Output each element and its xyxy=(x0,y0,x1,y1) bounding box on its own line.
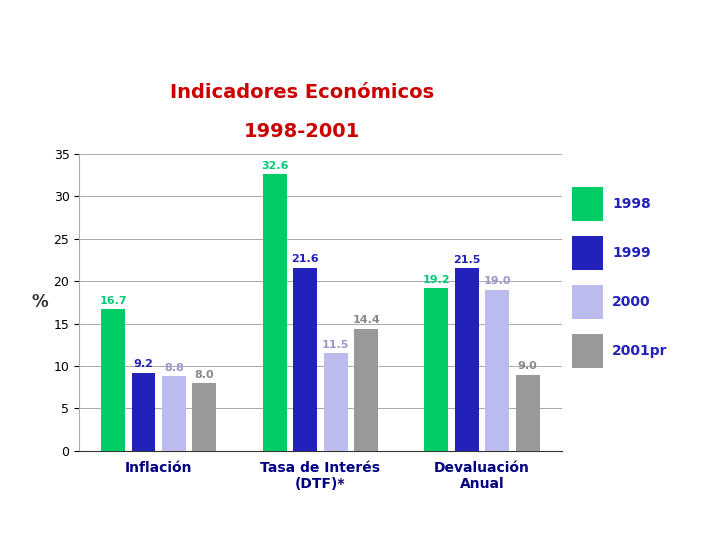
Text: 8.0: 8.0 xyxy=(194,369,215,380)
Bar xyxy=(424,288,449,451)
Text: 19.0: 19.0 xyxy=(484,276,511,286)
Bar xyxy=(162,376,186,451)
Bar xyxy=(263,174,287,451)
Bar xyxy=(324,353,348,451)
Text: 14.4: 14.4 xyxy=(352,315,380,325)
Y-axis label: %: % xyxy=(32,293,48,312)
Bar xyxy=(572,235,603,270)
Bar xyxy=(293,268,317,451)
Text: 11.5: 11.5 xyxy=(322,340,349,350)
Text: 1998: 1998 xyxy=(612,197,651,211)
Text: 21.5: 21.5 xyxy=(453,255,480,265)
Text: 2001pr: 2001pr xyxy=(612,344,667,358)
Bar xyxy=(572,187,603,221)
Text: Indicadores Económicos: Indicadores Económicos xyxy=(171,83,434,102)
Text: 19.2: 19.2 xyxy=(423,274,450,285)
Text: Evolución del Mercado: Evolución del Mercado xyxy=(16,19,421,51)
Bar xyxy=(572,334,603,368)
Bar xyxy=(354,329,378,451)
Text: 21.6: 21.6 xyxy=(292,254,319,264)
Bar xyxy=(132,373,156,451)
Text: 1999: 1999 xyxy=(612,246,651,260)
Text: Historia
Reciente: Historia Reciente xyxy=(564,12,674,58)
Bar xyxy=(455,268,479,451)
Bar xyxy=(485,289,509,451)
Text: 9.0: 9.0 xyxy=(518,361,538,371)
Text: 9.2: 9.2 xyxy=(134,360,153,369)
Text: 12: 12 xyxy=(663,510,690,529)
Bar xyxy=(572,285,603,319)
Text: 2000: 2000 xyxy=(612,295,651,309)
Bar xyxy=(516,375,540,451)
Text: Fuente: DANE y Banco de la República: Fuente: DANE y Banco de la República xyxy=(13,512,312,527)
Text: 8.8: 8.8 xyxy=(164,363,184,373)
Bar xyxy=(101,309,125,451)
Text: 16.7: 16.7 xyxy=(99,296,127,306)
Text: 1998-2001: 1998-2001 xyxy=(244,122,361,141)
Bar xyxy=(192,383,217,451)
Text: 32.6: 32.6 xyxy=(261,161,289,171)
